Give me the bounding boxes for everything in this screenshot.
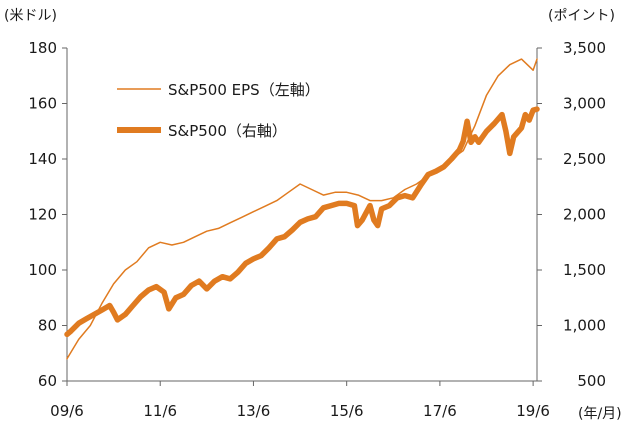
x-tick-label: 19/6 <box>516 402 550 420</box>
series-line-index <box>64 106 540 338</box>
x-tick-label: 13/6 <box>237 402 271 420</box>
legend-label-index: S&P500（右軸） <box>168 122 287 140</box>
left-tick-label: 80 <box>38 317 57 335</box>
right-axis-ticks: 500 1,000 1,500 2,000 2,500 3,000 3,500 <box>537 39 606 390</box>
x-tick-label: 11/6 <box>143 402 177 420</box>
right-tick-label: 2,000 <box>563 206 606 224</box>
right-tick-label: 500 <box>577 372 606 390</box>
right-tick-label: 2,500 <box>563 150 606 168</box>
left-tick-label: 140 <box>28 150 57 168</box>
x-tick-label: 15/6 <box>330 402 364 420</box>
left-tick-label: 120 <box>28 206 57 224</box>
x-tick-label: 09/6 <box>50 402 84 420</box>
legend: S&P500 EPS（左軸） S&P500（右軸） <box>117 81 320 140</box>
series-layer <box>64 58 540 360</box>
x-axis-unit: (年/月) <box>578 406 622 422</box>
left-axis-ticks: 60 80 100 120 140 160 180 <box>28 39 67 390</box>
left-axis-unit: (米ドル) <box>4 8 57 24</box>
right-tick-label: 3,500 <box>563 39 606 57</box>
series-line-eps <box>66 58 538 360</box>
left-tick-label: 60 <box>38 372 57 390</box>
x-tick-label: 17/6 <box>423 402 457 420</box>
legend-label-eps: S&P500 EPS（左軸） <box>168 81 320 99</box>
left-tick-label: 100 <box>28 261 57 279</box>
left-tick-label: 160 <box>28 95 57 113</box>
x-axis-ticks: 09/6 11/6 13/6 15/6 17/6 19/6 <box>50 381 550 420</box>
right-axis-unit: (ポイント) <box>548 8 615 24</box>
right-tick-label: 1,000 <box>563 317 606 335</box>
right-tick-label: 1,500 <box>563 261 606 279</box>
right-tick-label: 3,000 <box>563 95 606 113</box>
left-tick-label: 180 <box>28 39 57 57</box>
